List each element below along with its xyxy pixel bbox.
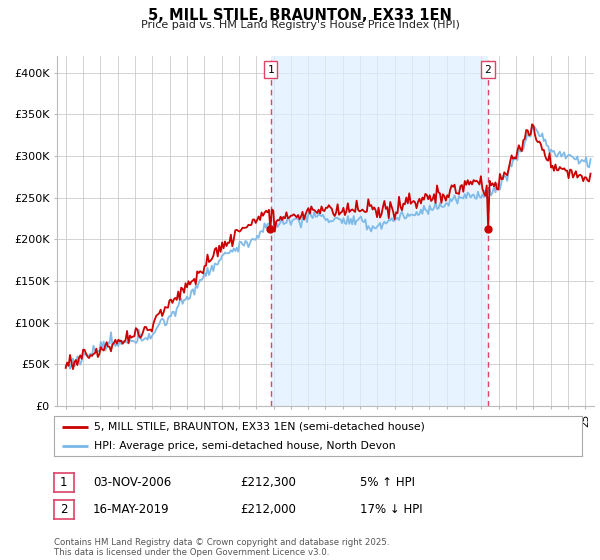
Text: 03-NOV-2006: 03-NOV-2006 (93, 476, 171, 489)
Text: Price paid vs. HM Land Registry's House Price Index (HPI): Price paid vs. HM Land Registry's House … (140, 20, 460, 30)
Text: 1: 1 (60, 476, 68, 489)
Text: 5, MILL STILE, BRAUNTON, EX33 1EN (semi-detached house): 5, MILL STILE, BRAUNTON, EX33 1EN (semi-… (94, 422, 424, 432)
Text: £212,300: £212,300 (240, 476, 296, 489)
Bar (271, 56, 488, 406)
Text: 1: 1 (268, 65, 274, 74)
Text: 2: 2 (60, 503, 68, 516)
Text: Contains HM Land Registry data © Crown copyright and database right 2025.
This d: Contains HM Land Registry data © Crown c… (54, 538, 389, 557)
Text: £212,000: £212,000 (240, 503, 296, 516)
Text: 2: 2 (484, 65, 491, 74)
Text: 5% ↑ HPI: 5% ↑ HPI (360, 476, 415, 489)
Text: 16-MAY-2019: 16-MAY-2019 (93, 503, 170, 516)
Text: HPI: Average price, semi-detached house, North Devon: HPI: Average price, semi-detached house,… (94, 441, 395, 451)
Text: 5, MILL STILE, BRAUNTON, EX33 1EN: 5, MILL STILE, BRAUNTON, EX33 1EN (148, 8, 452, 24)
Text: 17% ↓ HPI: 17% ↓ HPI (360, 503, 422, 516)
